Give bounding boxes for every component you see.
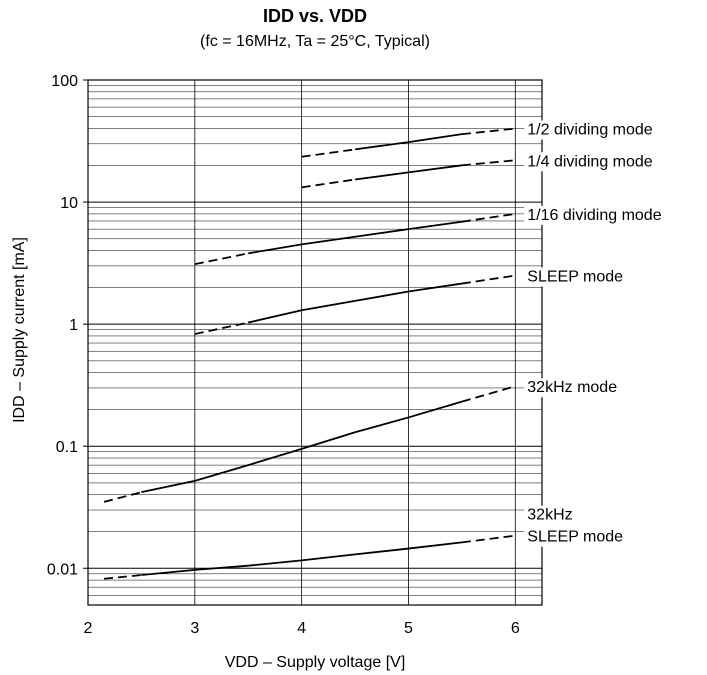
series-label: 1/4 dividing mode — [527, 153, 653, 170]
x-tick-label: 3 — [190, 620, 199, 637]
series-label-line: 1/4 dividing mode — [527, 153, 653, 170]
series-label-backdrop — [524, 152, 656, 172]
series-segment-solid — [248, 559, 302, 567]
series-segment-dashed — [461, 534, 516, 544]
chart-title: IDD vs. VDD — [263, 6, 367, 26]
x-tick-label: 5 — [404, 620, 413, 637]
series-label-line: SLEEP mode — [527, 529, 623, 546]
series-segment-solid — [408, 400, 463, 419]
series-segment-solid — [301, 553, 356, 562]
series-label-backdrop — [524, 505, 627, 547]
series-segment-solid — [408, 282, 463, 293]
series-label: 32kHz mode — [527, 379, 617, 396]
x-tick-label: 4 — [297, 620, 306, 637]
series-segment-solid — [354, 228, 409, 238]
series-segment-solid — [247, 448, 302, 466]
series-line — [103, 385, 516, 503]
series-label-line: 1/16 dividing mode — [527, 207, 661, 224]
series-segment-solid — [354, 171, 409, 181]
series-segment-solid — [141, 568, 195, 576]
series-line — [301, 127, 516, 158]
series-line — [194, 213, 516, 266]
y-tick-label: 0.1 — [56, 439, 78, 456]
series-segment-solid — [301, 300, 356, 312]
series-label-line: 32kHz — [527, 507, 572, 524]
series-segment-dashed — [194, 252, 249, 266]
series-line — [194, 274, 516, 335]
series-segment-solid — [354, 416, 409, 434]
y-tick-label: 0.01 — [47, 561, 78, 578]
series-segment-dashed — [103, 574, 142, 580]
grid — [88, 80, 542, 606]
series-segment-solid — [354, 141, 409, 151]
series-segment-solid — [408, 541, 462, 550]
series-segment-solid — [141, 479, 196, 494]
series-labels: 1/2 dividing mode 1/4 dividing mode 1/16 d… — [524, 120, 665, 547]
series-label-line: 32kHz mode — [527, 379, 617, 396]
y-tick-label: 100 — [51, 73, 78, 90]
series-segment-solid — [408, 220, 463, 231]
x-axis-label: VDD – Supply voltage [V] — [225, 654, 406, 671]
chart-subtitle: (fc = 16MHz, Ta = 25°C, Typical) — [200, 33, 430, 50]
series-segment-dashed — [461, 127, 516, 136]
plot-frame — [87, 79, 543, 606]
series-label: 1/16 dividing mode — [527, 207, 661, 224]
series-group — [103, 127, 516, 580]
series-label-line: 1/2 dividing mode — [527, 122, 653, 139]
series-segment-dashed — [461, 274, 516, 285]
y-tick-label: 10 — [60, 195, 78, 212]
series-label-line: SLEEP mode — [527, 269, 623, 286]
series-segment-dashed — [461, 159, 516, 167]
series-segment-solid — [354, 290, 409, 302]
series-line — [301, 159, 516, 189]
series-label-backdrop — [524, 120, 656, 140]
x-tick-label: 6 — [511, 620, 520, 637]
y-axis-label: IDD – Supply current [mA] — [11, 237, 28, 423]
x-tick-label: 2 — [84, 620, 93, 637]
axis-ticks: 2 3 4 5 6 0.01 0.1 1 10 100 — [47, 73, 520, 637]
series-segment-solid — [194, 464, 249, 482]
series-segment-solid — [301, 431, 356, 450]
series-label-backdrop — [524, 267, 627, 287]
series-segment-dashed — [461, 213, 516, 223]
series-segment-solid — [194, 564, 249, 571]
series-segment-solid — [248, 243, 302, 255]
series-segment-solid — [408, 133, 463, 143]
series-segment-dashed — [194, 321, 249, 335]
series-segment-dashed — [301, 148, 356, 158]
series-segment-dashed — [103, 491, 142, 503]
series-label: 32kHz SLEEP mode — [527, 507, 623, 546]
series-segment-solid — [408, 164, 463, 174]
series-segment-solid — [248, 309, 302, 324]
series-segment-solid — [354, 547, 409, 556]
series-label: 1/2 dividing mode — [527, 122, 653, 139]
series-segment-dashed — [301, 178, 356, 189]
series-label: SLEEP mode — [527, 269, 623, 286]
series-segment-solid — [301, 235, 356, 246]
series-label-backdrop — [524, 378, 621, 398]
series-label-backdrop — [524, 205, 665, 225]
series-segment-dashed — [461, 385, 516, 403]
series-line — [103, 534, 516, 580]
y-tick-label: 1 — [69, 317, 78, 334]
